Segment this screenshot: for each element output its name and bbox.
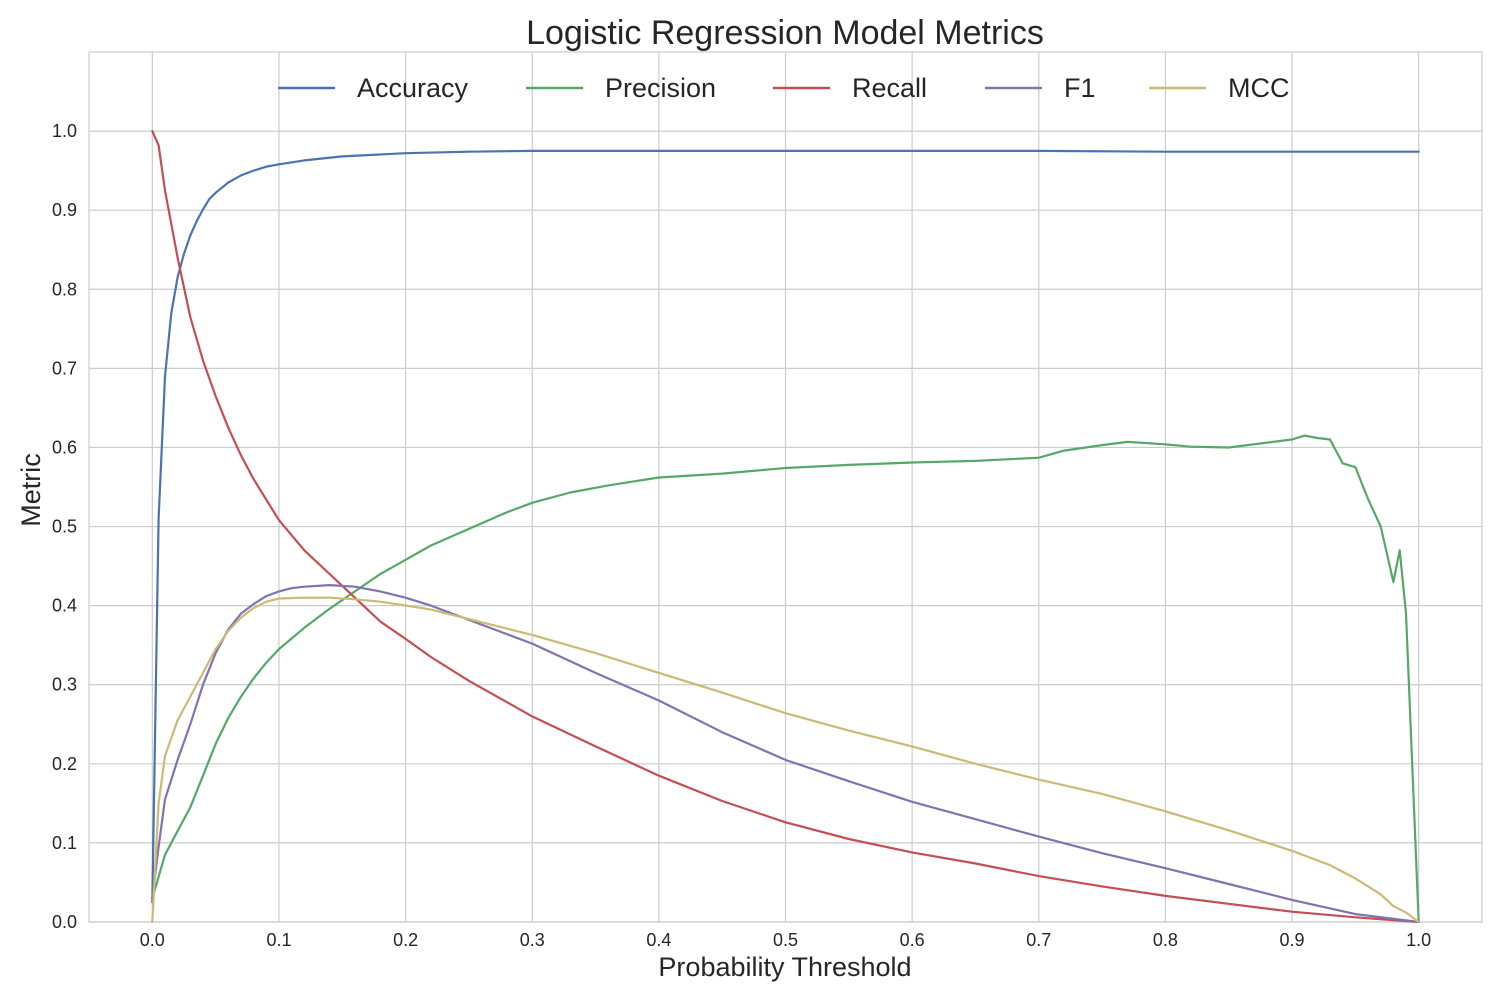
- y-tick-label: 0.3: [52, 675, 77, 695]
- chart-title: Logistic Regression Model Metrics: [526, 14, 1044, 52]
- y-tick-labels: 0.0 0.1 0.2 0.3 0.4 0.5 0.6 0.7 0.8 0.9 1.0: [52, 121, 77, 932]
- y-tick-label: 0.4: [52, 596, 77, 616]
- legend-item-mcc: MCC: [1149, 73, 1290, 103]
- y-tick-label: 0.1: [52, 833, 77, 853]
- x-tick-label: 0.3: [520, 930, 545, 950]
- x-tick-label: 0.6: [900, 930, 925, 950]
- y-tick-label: 0.5: [52, 517, 77, 537]
- legend-label: F1: [1064, 73, 1096, 103]
- legend-label: Recall: [852, 73, 927, 103]
- y-grid-lines: [89, 130, 1482, 923]
- series-line-precision: [151, 434, 1420, 924]
- x-tick-label: 0.5: [773, 930, 798, 950]
- x-tick-label: 1.0: [1406, 930, 1431, 950]
- x-grid-lines: [151, 52, 1420, 922]
- series-lines: [151, 130, 1420, 924]
- x-tick-labels: 0.0 0.1 0.2 0.3 0.4 0.5 0.6 0.7 0.8 0.9 1.0: [140, 930, 1431, 950]
- y-tick-label: 1.0: [52, 121, 77, 141]
- x-axis-label: Probability Threshold: [658, 952, 911, 982]
- legend-item-precision: Precision: [526, 73, 716, 103]
- x-tick-label: 0.8: [1153, 930, 1178, 950]
- y-tick-label: 0.0: [52, 912, 77, 932]
- legend-item-f1: F1: [985, 73, 1096, 103]
- x-tick-label: 0.1: [266, 930, 291, 950]
- legend-label: Precision: [605, 73, 716, 103]
- y-tick-label: 0.7: [52, 358, 77, 378]
- x-tick-label: 0.0: [140, 930, 165, 950]
- legend-label: Accuracy: [357, 73, 469, 103]
- y-axis-label: Metric: [16, 453, 46, 527]
- x-tick-label: 0.2: [393, 930, 418, 950]
- series-line-accuracy: [151, 149, 1420, 904]
- x-tick-label: 0.9: [1280, 930, 1305, 950]
- y-tick-label: 0.8: [52, 279, 77, 299]
- y-tick-label: 0.2: [52, 754, 77, 774]
- legend: Accuracy Precision Recall F1 MCC: [278, 73, 1290, 103]
- series-line-f1: [151, 583, 1420, 924]
- y-tick-label: 0.9: [52, 200, 77, 220]
- series-line-recall: [151, 130, 1420, 924]
- legend-item-accuracy: Accuracy: [278, 73, 469, 103]
- legend-item-recall: Recall: [773, 73, 927, 103]
- x-tick-label: 0.7: [1026, 930, 1051, 950]
- y-tick-label: 0.6: [52, 437, 77, 457]
- x-tick-label: 0.4: [646, 930, 671, 950]
- series-line-mcc: [151, 596, 1420, 924]
- legend-label: MCC: [1228, 73, 1290, 103]
